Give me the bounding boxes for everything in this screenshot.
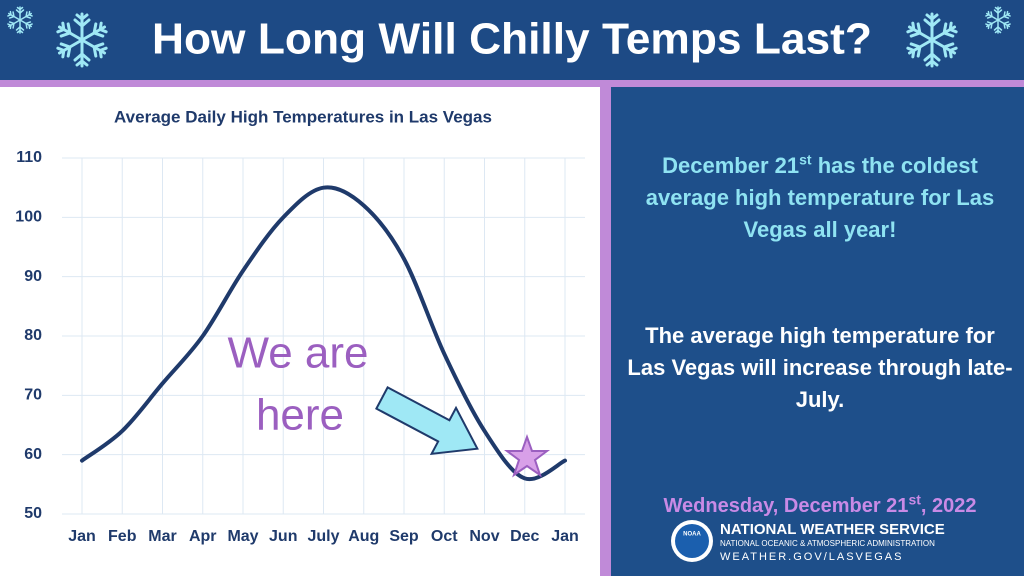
logo-name: NATIONAL WEATHER SERVICE: [720, 521, 945, 538]
x-tick-label: Aug: [348, 528, 379, 545]
logo: NOAA NATIONAL WEATHER SERVICE NATIONAL O…: [671, 520, 945, 563]
y-tick-label: 100: [15, 209, 42, 226]
x-tick-label: Jan: [68, 528, 96, 545]
chart-panel: [0, 87, 600, 576]
y-tick-label: 90: [24, 268, 42, 285]
x-tick-label: Nov: [469, 528, 499, 545]
date-text: , 2022: [920, 495, 977, 517]
x-tick-label: Jun: [269, 528, 297, 545]
arrow: [375, 386, 479, 456]
header-bar: [0, 0, 1024, 82]
note-sup: st: [799, 151, 812, 168]
header-rule: [0, 80, 1024, 87]
x-tick-label: Apr: [189, 528, 217, 545]
x-tick-label: Mar: [148, 528, 176, 545]
x-tick-label: May: [227, 528, 258, 545]
plot: 50 60 70 80 90 100 110 Jan Feb Mar Apr May Jun July Au…: [15, 149, 585, 545]
annotation: here: [256, 391, 344, 440]
note-1: December 21st has the coldest average hi…: [625, 150, 1015, 246]
note-text: has the coldest average high temperature…: [645, 153, 995, 242]
note-2: The average high temperature for Las Veg…: [627, 323, 1013, 412]
date-sup: st: [908, 491, 921, 508]
x-tick-label: Jan: [551, 528, 579, 545]
divider: [600, 87, 611, 576]
data-line: [80, 185, 567, 482]
logo-emblem-inner: [675, 524, 709, 558]
y-tick-label: 80: [24, 327, 42, 344]
star: [504, 434, 550, 478]
y-tick-label: 110: [16, 149, 42, 166]
y-tick-label: 70: [24, 387, 42, 404]
date-text: Wednesday, December 21: [663, 495, 909, 517]
annotation: We are: [227, 329, 368, 378]
y-tick-label: 60: [24, 446, 42, 463]
note-text: December 21: [662, 153, 800, 178]
x-tick-label: Sep: [389, 528, 419, 545]
x-tick-label: Dec: [510, 528, 539, 545]
y-tick-label: 50: [24, 505, 42, 522]
logo-emblem-text: NOAA: [683, 532, 701, 538]
x-tick-label: Feb: [108, 528, 137, 545]
chart-title: Average Daily High Temperatures in Las V…: [114, 107, 492, 126]
logo-url: WEATHER.GOV/LASVEGAS: [720, 551, 903, 563]
x-tick-label: July: [307, 528, 339, 545]
x-tick-label: Oct: [431, 528, 458, 545]
date: Wednesday, December 21st, 2022: [625, 490, 1015, 522]
page-title: How Long Will Chilly Temps Last?: [152, 15, 872, 64]
logo-agency: NATIONAL OCEANIC & ATMOSPHERIC ADMINISTR…: [720, 539, 935, 548]
